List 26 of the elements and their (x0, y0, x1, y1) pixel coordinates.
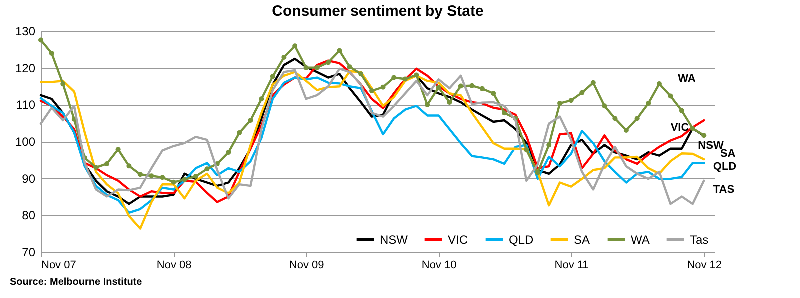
y-tick-label: 100 (15, 135, 36, 149)
y-tick-label: 110 (16, 98, 36, 112)
legend-label: Tas (690, 232, 709, 247)
legend-label: VIC (448, 232, 468, 247)
legend-label: NSW (380, 232, 409, 247)
y-tick-label: 130 (15, 24, 36, 38)
chart-title: Consumer sentiment by State (272, 3, 484, 20)
y-tick-label: 120 (15, 61, 36, 76)
annotation: WA (678, 73, 696, 85)
legend-label: SA (574, 232, 590, 247)
x-tick-label: Nov 11 (554, 260, 589, 272)
annotation: TAS (713, 184, 735, 196)
x-tick-label: Nov 07 (42, 260, 76, 272)
annotation: QLD (713, 161, 737, 173)
x-tick-label: Nov 10 (422, 260, 457, 272)
y-tick-label: 80 (22, 208, 36, 223)
text: SA (720, 148, 736, 160)
legend-label: QLD (509, 232, 534, 247)
legend-label: WA (631, 232, 650, 247)
x-tick-label: Nov 08 (156, 260, 192, 272)
x-tick-label: Nov 12 (687, 260, 722, 272)
source-note: Source: Melbourne Institute (10, 277, 142, 288)
x-tick-label: Nov 09 (289, 260, 324, 272)
y-tick-label: 70 (22, 246, 36, 260)
annotation: VIC (670, 122, 690, 134)
y-tick-label: 90 (22, 172, 36, 186)
